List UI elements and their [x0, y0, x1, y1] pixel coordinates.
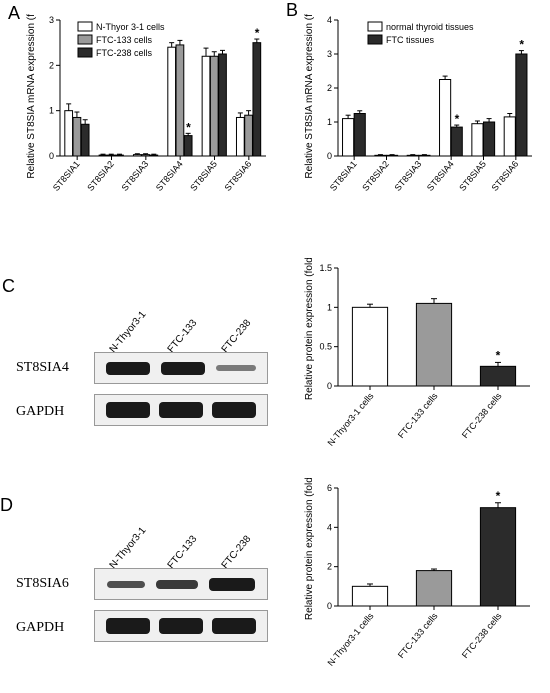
panel-label-a: A	[8, 3, 20, 24]
svg-text:2: 2	[49, 60, 54, 70]
svg-text:*: *	[455, 112, 460, 126]
svg-text:ST8SIA6: ST8SIA6	[223, 159, 254, 193]
svg-text:ST8SIA5: ST8SIA5	[188, 159, 219, 193]
chart-a: 0 1 2 3 Relative ST8SIA mRNA expression (fol…	[22, 14, 270, 214]
blot	[216, 365, 256, 371]
svg-text:ST8SIA1: ST8SIA1	[328, 159, 359, 193]
blot	[209, 578, 255, 591]
svg-text:Relative protein expression (f: Relative protein expression (fold)	[304, 258, 315, 400]
svg-text:*: *	[255, 26, 260, 40]
western-blot-c: N-Thyor3-1 FTC-133 FTC-238 ST8SIA4 GAPDH	[16, 296, 276, 456]
wb-row-label: ST8SIA6	[16, 576, 69, 592]
western-blot-d: N-Thyor3-1 FTC-133 FTC-238 ST8SIA6 GAPDH	[16, 512, 276, 672]
wb-row-label: ST8SIA4	[16, 360, 69, 376]
svg-text:4: 4	[327, 15, 332, 25]
svg-text:ST8SIA4: ST8SIA4	[425, 159, 456, 193]
svg-text:ST8SIA4: ST8SIA4	[154, 159, 185, 193]
chart-d: 0 2 4 6 Relative protein expression (fold) N-…	[300, 478, 536, 688]
svg-text:FTC-133 cells: FTC-133 cells	[396, 390, 440, 440]
chart-c: 0 0.5 1 1.5 Relative protein expression (fol…	[300, 258, 536, 468]
blot	[159, 618, 203, 634]
blot	[212, 402, 256, 418]
blot	[161, 362, 205, 375]
svg-text:*: *	[186, 120, 191, 134]
svg-text:N-Thyor3-1 cells: N-Thyor3-1 cells	[325, 390, 375, 447]
svg-text:ST8SIA5: ST8SIA5	[457, 159, 488, 193]
wb-lane-label: N-Thyor3-1	[108, 525, 149, 571]
svg-text:0: 0	[327, 381, 332, 391]
svg-text:2: 2	[327, 562, 332, 572]
svg-text:ST8SIA2: ST8SIA2	[360, 159, 391, 193]
svg-text:1: 1	[49, 106, 54, 116]
wb-lane-label: FTC-238	[220, 318, 254, 355]
svg-text:0: 0	[327, 151, 332, 161]
svg-text:N-Thyor3-1 cells: N-Thyor3-1 cells	[325, 610, 375, 667]
panel-label-c: C	[2, 276, 15, 297]
svg-text:0.5: 0.5	[319, 342, 332, 352]
svg-text:*: *	[496, 348, 501, 362]
svg-text:6: 6	[327, 483, 332, 493]
blot	[106, 362, 150, 375]
blot	[212, 618, 256, 634]
svg-text:FTC-238 cells: FTC-238 cells	[460, 390, 504, 440]
svg-text:*: *	[496, 489, 501, 503]
svg-text:ST8SIA1: ST8SIA1	[51, 159, 82, 193]
wb-lane-label: FTC-133	[166, 318, 200, 355]
svg-text:0: 0	[327, 601, 332, 611]
wb-lane-label: FTC-238	[220, 534, 254, 571]
wb-row-label: GAPDH	[16, 404, 64, 420]
svg-text:*: *	[519, 38, 524, 52]
svg-text:N-Thyor 3-1 cells: N-Thyor 3-1 cells	[96, 22, 165, 32]
svg-text:FTC tissues: FTC tissues	[386, 35, 435, 45]
svg-text:2: 2	[327, 83, 332, 93]
wb-lane-label: FTC-133	[166, 534, 200, 571]
wb-row-label: GAPDH	[16, 620, 64, 636]
svg-text:FTC-133 cells: FTC-133 cells	[96, 35, 153, 45]
svg-text:3: 3	[49, 15, 54, 25]
wb-band	[94, 394, 268, 426]
svg-text:3: 3	[327, 49, 332, 59]
svg-text:0: 0	[49, 151, 54, 161]
panel-label-b: B	[286, 0, 298, 21]
svg-text:ST8SIA3: ST8SIA3	[393, 159, 424, 193]
svg-text:ST8SIA2: ST8SIA2	[85, 159, 116, 193]
blot	[156, 580, 198, 589]
svg-text:FTC-238 cells: FTC-238 cells	[460, 610, 504, 660]
svg-text:1.5: 1.5	[319, 263, 332, 273]
svg-text:FTC-133 cells: FTC-133 cells	[396, 610, 440, 660]
wb-band	[94, 352, 268, 384]
svg-text:Relative ST8SIA mRNA expressio: Relative ST8SIA mRNA expression (fold)	[26, 14, 37, 179]
svg-text:4: 4	[327, 522, 332, 532]
svg-text:ST8SIA6: ST8SIA6	[490, 159, 521, 193]
svg-text:FTC-238 cells: FTC-238 cells	[96, 48, 153, 58]
blot	[159, 402, 203, 418]
svg-text:Relative protein expression (f: Relative protein expression (fold)	[304, 478, 315, 620]
wb-band	[94, 610, 268, 642]
chart-b: 0 1 2 3 4 Relative ST8SIA mRNA expression (fo…	[300, 14, 536, 214]
svg-text:1: 1	[327, 302, 332, 312]
panel-label-d: D	[0, 495, 13, 516]
svg-text:Relative ST8SIA mRNA expressio: Relative ST8SIA mRNA expression (fold)	[304, 14, 315, 179]
blot	[106, 618, 150, 634]
blot	[107, 581, 145, 588]
wb-lane-label: N-Thyor3-1	[108, 309, 149, 355]
blot	[106, 402, 150, 418]
svg-text:ST8SIA3: ST8SIA3	[120, 159, 151, 193]
wb-band	[94, 568, 268, 600]
svg-text:1: 1	[327, 117, 332, 127]
svg-text:normal thyroid tissues: normal thyroid tissues	[386, 22, 474, 32]
